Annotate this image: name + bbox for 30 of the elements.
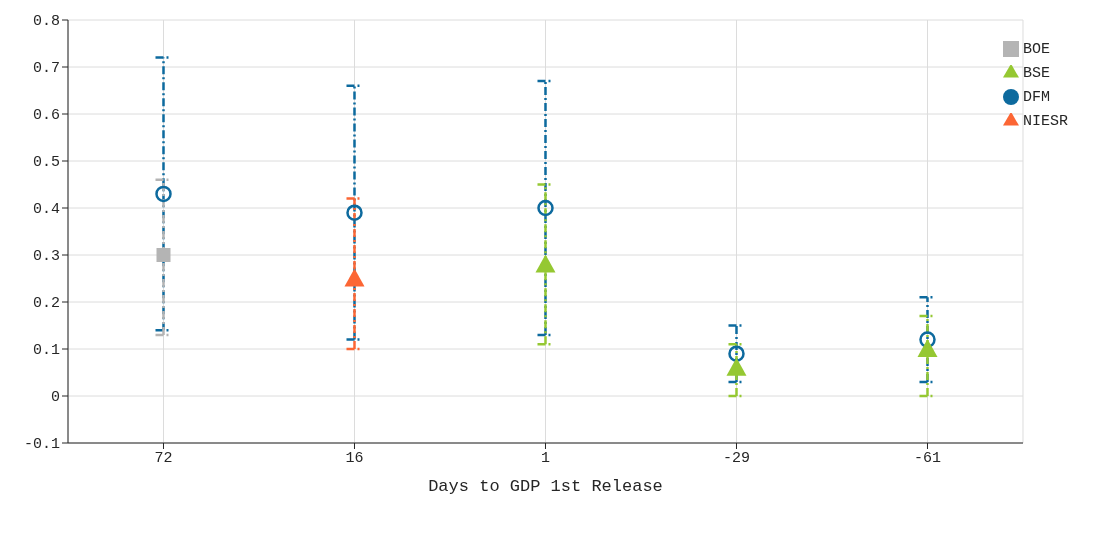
x-tick-label: -29 [722,449,750,467]
x-axis-title: Days to GDP 1st Release [428,477,663,496]
legend-label: BSE [1022,65,1050,82]
x-tick-label: 16 [345,449,364,467]
y-tick-label: -0.1 [23,436,60,454]
point [537,199,554,217]
legend-label: DFM [1022,89,1050,106]
y-tick-label: 0.3 [32,248,60,266]
point [535,254,556,273]
y-tick-label: 0.6 [32,107,60,125]
y-tick-label: 0.1 [32,342,60,360]
point [346,204,363,221]
x-tick-label: 1 [540,449,550,467]
legend-label: BOE [1022,41,1050,58]
y-tick-label: 0 [50,389,60,407]
y-tick-label: 0.2 [32,295,60,313]
point [917,339,938,357]
x-tick-label: -61 [913,449,941,467]
point [726,357,747,376]
point [728,345,745,362]
point [156,248,171,262]
y-tick-label: 0.7 [32,60,60,78]
point [155,185,172,203]
point [919,331,936,348]
point [344,268,365,287]
legend-label: NIESR [1022,113,1068,130]
y-tick-label: 0.4 [32,201,60,219]
y-tick-label: 0.5 [32,154,60,172]
y-tick-label: 0.8 [32,13,60,31]
x-tick-label: 72 [154,449,173,467]
